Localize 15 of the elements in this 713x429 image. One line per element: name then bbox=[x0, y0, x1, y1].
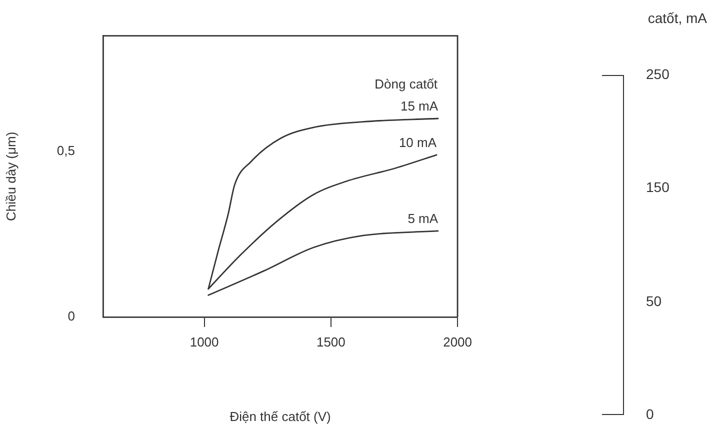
x-tick-label: 1500 bbox=[316, 334, 346, 350]
y-axis-title: Chiều dày (μm) bbox=[3, 132, 18, 221]
text: 0 bbox=[646, 406, 654, 422]
text: 50 bbox=[646, 292, 662, 309]
text: 150 bbox=[646, 179, 670, 196]
series-label: 15 mA bbox=[400, 98, 438, 114]
x-tick-label: 2000 bbox=[443, 334, 472, 350]
series-label: 5 mA bbox=[408, 210, 438, 226]
x-axis-title: Điện thế catốt (V) bbox=[230, 408, 331, 424]
y-tick-label: 0,5 bbox=[56, 143, 75, 158]
text: catốt, mA bbox=[648, 10, 707, 26]
x-tick-label: 1000 bbox=[190, 334, 219, 350]
series-label: 10 mA bbox=[398, 134, 437, 150]
legend-title: Dòng catốt bbox=[374, 76, 438, 92]
text: 250 bbox=[646, 66, 670, 82]
